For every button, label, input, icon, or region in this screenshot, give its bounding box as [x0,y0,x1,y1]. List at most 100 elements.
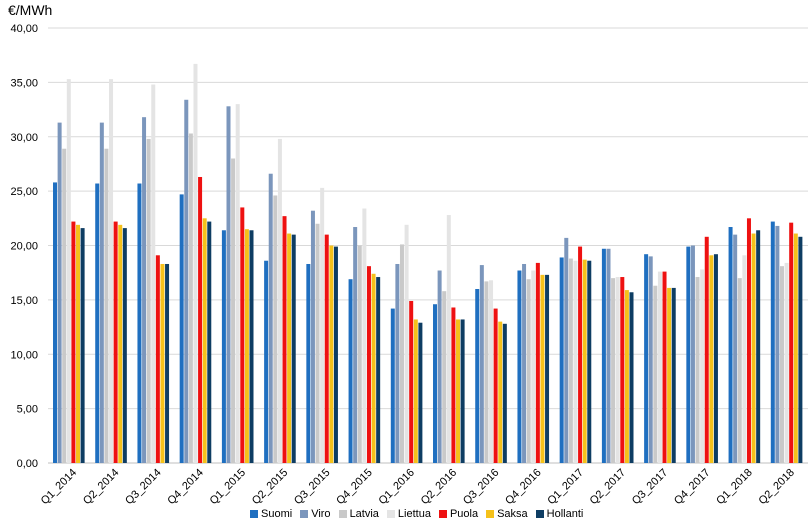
bar-puola-q2_2014 [113,221,118,463]
bar-latvia-q1_2014 [62,148,67,463]
bar-liettua-q2_2016 [446,215,451,463]
bar-viro-q1_2018 [733,234,738,463]
bar-liettua-q4_2016 [531,270,536,463]
bar-latvia-q2_2015 [273,195,278,463]
bar-hollanti-q2_2015 [291,234,296,463]
bar-suomi-q1_2016 [390,308,395,463]
bar-suomi-q1_2018 [728,227,733,463]
bar-suomi-q1_2015 [221,230,226,463]
bar-viro-q1_2017 [564,237,569,463]
bar-suomi-q4_2017 [686,246,691,463]
bar-puola-q3_2016 [493,308,498,463]
legend-item-viro: Viro [300,508,331,520]
legend-item-saksa: Saksa [486,508,528,520]
bar-saksa-q4_2014 [202,218,207,463]
x-tick-label: Q1_2014 [39,467,79,507]
bar-puola-q4_2014 [198,176,203,464]
x-tick-label: Q1_2017 [545,467,585,507]
legend-swatch [438,510,447,518]
bar-hollanti-q3_2016 [502,323,507,463]
bar-suomi-q4_2014 [179,194,184,463]
bar-saksa-q2_2016 [456,319,461,463]
x-tick-label: Q4_2014 [165,467,205,507]
bar-suomi-q1_2017 [559,257,564,463]
bar-puola-q1_2015 [240,207,245,463]
y-tick-label: 30,00 [10,132,38,144]
y-tick-label: 5,00 [17,404,38,416]
x-tick-label: Q1_2015 [208,467,248,507]
bar-saksa-q3_2015 [329,245,334,463]
y-tick-label: 40,00 [10,23,38,35]
bar-latvia-q4_2016 [526,279,531,463]
bar-saksa-q1_2018 [751,233,756,463]
y-axis-unit-label: €/MWh [8,2,53,18]
x-tick-label: Q2_2015 [250,467,290,507]
bar-hollanti-q3_2015 [333,246,338,463]
bar-suomi-q3_2017 [644,254,649,463]
bar-liettua-q4_2017 [700,269,705,463]
bar-hollanti-q1_2014 [80,228,85,463]
x-tick-label: Q2_2017 [588,467,628,507]
bar-viro-q2_2017 [606,248,611,463]
legend-swatch [535,510,544,518]
legend-label: Hollanti [546,508,584,520]
legend-swatch [250,510,258,518]
bar-saksa-q2_2017 [624,290,629,463]
x-tick-label: Q1_2018 [714,467,754,507]
legend-item-liettua: Liettua [386,508,431,520]
bar-saksa-q2_2015 [287,233,292,463]
x-tick-label: Q2_2016 [419,467,459,507]
bar-latvia-q4_2015 [357,245,362,463]
bar-suomi-q3_2016 [475,289,480,463]
bar-viro-q3_2016 [479,265,484,463]
bar-latvia-q3_2017 [653,285,658,463]
bar-viro-q4_2014 [184,99,189,464]
bar-liettua-q3_2014 [151,84,156,464]
legend-item-puola: Puola [438,508,479,520]
bar-hollanti-q2_2017 [629,292,634,463]
bar-hollanti-q4_2014 [207,221,212,463]
bar-suomi-q1_2014 [53,182,58,464]
bar-liettua-q1_2017 [573,260,578,463]
x-tick-label: Q3_2016 [461,467,501,507]
bar-saksa-q2_2014 [118,224,123,463]
bar-latvia-q1_2017 [568,258,573,463]
x-tick-label: Q2_2018 [757,467,797,507]
bar-puola-q1_2018 [746,218,751,463]
bar-liettua-q1_2014 [66,79,71,464]
bar-saksa-q2_2018 [793,233,798,463]
legend-item-suomi: Suomi [250,508,292,520]
bar-saksa-q3_2014 [160,263,165,463]
legend-label: Liettua [397,508,431,520]
bar-viro-q3_2014 [142,117,147,464]
bar-hollanti-q1_2018 [756,230,761,463]
bar-viro-q4_2016 [522,263,527,463]
legend-swatch [338,510,347,518]
bar-saksa-q4_2015 [371,273,376,463]
bar-latvia-q1_2015 [231,158,236,463]
bar-hollanti-q1_2017 [587,260,592,463]
bar-viro-q2_2016 [437,270,442,463]
x-tick-labels: Q1_2014 Q2_2014 Q3_2014 Q4_2014 Q1_2015 Q2_20… [39,467,797,507]
bar-liettua-q4_2015 [362,208,367,463]
bar-viro-q1_2015 [226,106,231,464]
bar-viro-q2_2015 [268,173,273,463]
bar-viro-q3_2017 [648,256,653,463]
bar-suomi-q4_2015 [348,279,353,463]
legend-label: Puola [449,508,479,520]
x-tick-label: Q3_2014 [123,467,163,507]
bar-puola-q3_2015 [324,234,329,463]
x-tick-label: Q4_2015 [334,467,374,507]
bar-suomi-q2_2018 [770,221,775,463]
bar-puola-q4_2017 [704,236,709,463]
bar-suomi-q2_2017 [601,248,606,463]
y-tick-label: 15,00 [10,295,38,307]
bar-viro-q3_2015 [310,210,315,463]
bar-suomi-q2_2016 [433,304,438,463]
bar-hollanti-q2_2014 [122,228,127,463]
bar-suomi-q3_2014 [137,183,142,463]
bar-hollanti-q4_2015 [376,277,381,463]
bar-viro-q4_2017 [690,245,695,463]
bar-puola-q2_2016 [451,307,456,463]
gridlines [48,27,808,464]
